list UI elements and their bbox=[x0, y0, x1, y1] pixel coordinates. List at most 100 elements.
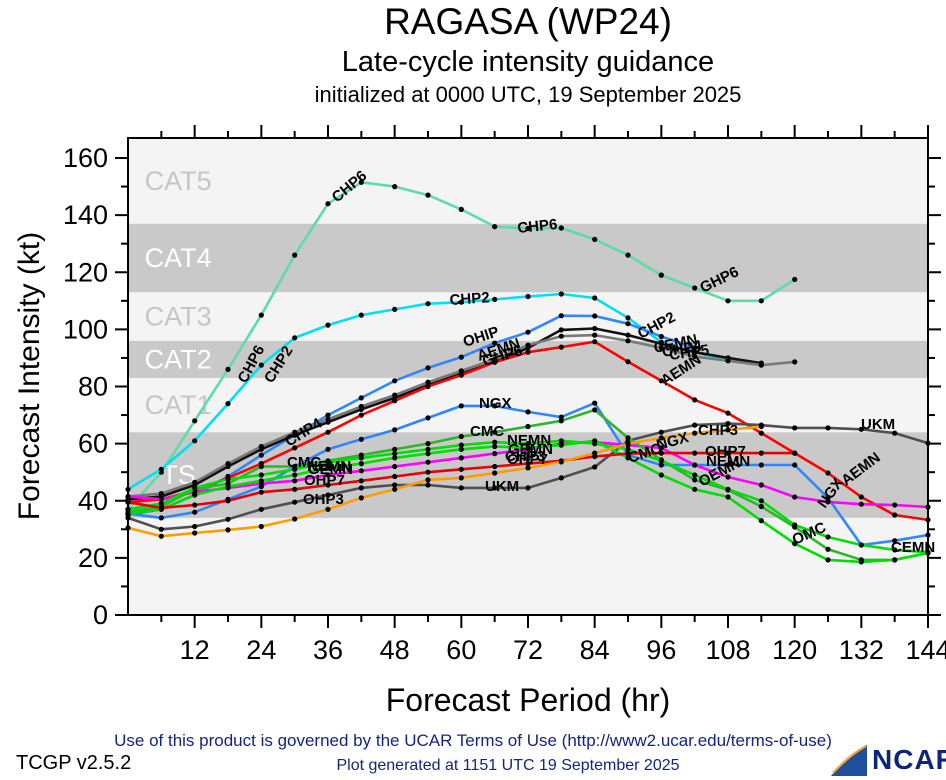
series-point-NGX bbox=[158, 515, 164, 521]
series-point-NEMN bbox=[325, 472, 331, 478]
series-point-CHP6 bbox=[458, 206, 464, 212]
series-point-CHP2 bbox=[158, 466, 164, 472]
series-point-NEMN bbox=[292, 478, 298, 484]
series-point-OHP7 bbox=[792, 450, 798, 456]
series-point-NEMN bbox=[492, 451, 498, 457]
series-line-OHP3 bbox=[127, 425, 762, 538]
series-point-CMC bbox=[425, 441, 431, 447]
x-tick-label: 120 bbox=[772, 635, 817, 665]
line-label-CHP2: CHP2 bbox=[449, 289, 490, 309]
band-label-cat4: CAT4 bbox=[145, 243, 212, 273]
series-point-CHP5 bbox=[225, 461, 231, 467]
line-label-CHP6: CHP6 bbox=[517, 216, 559, 237]
series-point-CEMN bbox=[592, 438, 598, 444]
series-point-OHP7 bbox=[292, 486, 298, 492]
series-point-UKM bbox=[258, 506, 264, 512]
series-point-NGX bbox=[525, 409, 531, 415]
series-point-CEMN bbox=[492, 443, 498, 450]
y-tick-label: 140 bbox=[63, 200, 108, 230]
series-point-CHP2 bbox=[358, 312, 364, 318]
series-point-OHIP bbox=[358, 395, 364, 401]
line-label-NEMN: NEMN bbox=[706, 453, 750, 470]
series-point-NGX bbox=[758, 462, 764, 468]
series-point-UKM bbox=[692, 422, 698, 428]
line-label-UKM: UKM bbox=[485, 478, 519, 495]
ncar-logo-sail-icon bbox=[831, 745, 867, 776]
series-point-GEMN bbox=[292, 466, 298, 472]
series-point-CEMN bbox=[358, 461, 364, 467]
series-point-CMC bbox=[592, 407, 598, 413]
series-point-NGX bbox=[725, 462, 731, 468]
series-point-GEMN bbox=[758, 498, 764, 504]
y-tick-label: 160 bbox=[63, 143, 108, 173]
series-point-CMC bbox=[525, 423, 531, 430]
series-point-CHP2 bbox=[592, 295, 598, 301]
series-point-UKM bbox=[525, 485, 531, 491]
series-point-CHP5 bbox=[758, 362, 764, 368]
line-label-CMC: CMC bbox=[470, 423, 504, 440]
series-point-NGX bbox=[892, 538, 898, 544]
series-point-CHP5 bbox=[658, 345, 664, 351]
series-point-CHP6 bbox=[292, 252, 298, 258]
series-point-CHP2 bbox=[492, 296, 498, 302]
series-point-GEMN bbox=[558, 438, 564, 444]
series-point-OHP7 bbox=[192, 502, 198, 508]
series-point-NGX bbox=[358, 436, 364, 442]
series-point-OHP3 bbox=[158, 533, 164, 539]
series-point-OHIP bbox=[258, 452, 264, 458]
series-point-CMC bbox=[492, 429, 498, 435]
series-point-AEMN bbox=[525, 349, 531, 355]
series-point-CEMN bbox=[658, 472, 664, 478]
line-label-CMC: CMC bbox=[287, 454, 321, 471]
series-point-OHIP bbox=[592, 313, 598, 319]
series-point-CHP5 bbox=[692, 353, 698, 360]
series-point-GHP6 bbox=[725, 298, 731, 304]
series-point-AEMN bbox=[558, 344, 564, 350]
x-tick-label: 12 bbox=[180, 635, 210, 665]
series-point-OHP3 bbox=[325, 506, 331, 512]
series-point-GEMN bbox=[725, 486, 731, 492]
band-cat1 bbox=[128, 377, 928, 433]
series-point-CEMN bbox=[725, 494, 731, 500]
series-point-OHP3 bbox=[358, 495, 364, 501]
series-point-GEMN bbox=[792, 522, 798, 528]
series-point-CHP4 bbox=[558, 327, 564, 333]
series-point-OHIP bbox=[392, 378, 398, 384]
series-point-OHP3 bbox=[725, 427, 731, 433]
series-point-NGX bbox=[325, 446, 331, 452]
series-point-CHP6 bbox=[325, 201, 331, 207]
series-point-UKM bbox=[725, 421, 731, 427]
series-point-CHP5 bbox=[458, 368, 464, 374]
line-label-CHP3: CHP3 bbox=[505, 448, 545, 465]
series-point-CHP6 bbox=[425, 192, 431, 198]
band-label-cat1: CAT1 bbox=[145, 390, 212, 420]
series-point-OHP3 bbox=[658, 435, 664, 441]
series-point-NEMN bbox=[758, 482, 764, 488]
series-point-UKM bbox=[325, 492, 331, 498]
series-point-NEMN bbox=[392, 463, 398, 470]
series-point-CHP6 bbox=[592, 236, 598, 242]
series-point-AEMN bbox=[425, 383, 431, 390]
series-point-OHP7 bbox=[692, 450, 698, 456]
line-label-GEMN: GEMN bbox=[308, 461, 353, 478]
series-point-GHP6 bbox=[658, 272, 664, 278]
series-point-OHP7 bbox=[258, 489, 264, 495]
y-tick-label: 120 bbox=[63, 257, 108, 287]
series-point-CEMN bbox=[892, 557, 898, 563]
x-tick-label: 24 bbox=[246, 635, 276, 665]
series-point-CHP5 bbox=[592, 332, 598, 338]
series-point-UKM bbox=[358, 485, 364, 491]
x-tick-label: 132 bbox=[839, 635, 884, 665]
series-point-CHP2 bbox=[625, 315, 631, 321]
plot-frame bbox=[127, 137, 929, 616]
series-point-OHP3 bbox=[492, 470, 498, 476]
series-point-CMC bbox=[458, 433, 464, 440]
series-point-GEMN bbox=[492, 439, 498, 445]
series-point-OHP3 bbox=[625, 441, 631, 447]
series-point-CEMN bbox=[558, 442, 564, 448]
series-point-OHP3 bbox=[192, 530, 198, 536]
series-point-UKM bbox=[792, 425, 798, 431]
series-point-CHP5 bbox=[558, 333, 564, 339]
series-point-GEMN bbox=[392, 451, 398, 457]
